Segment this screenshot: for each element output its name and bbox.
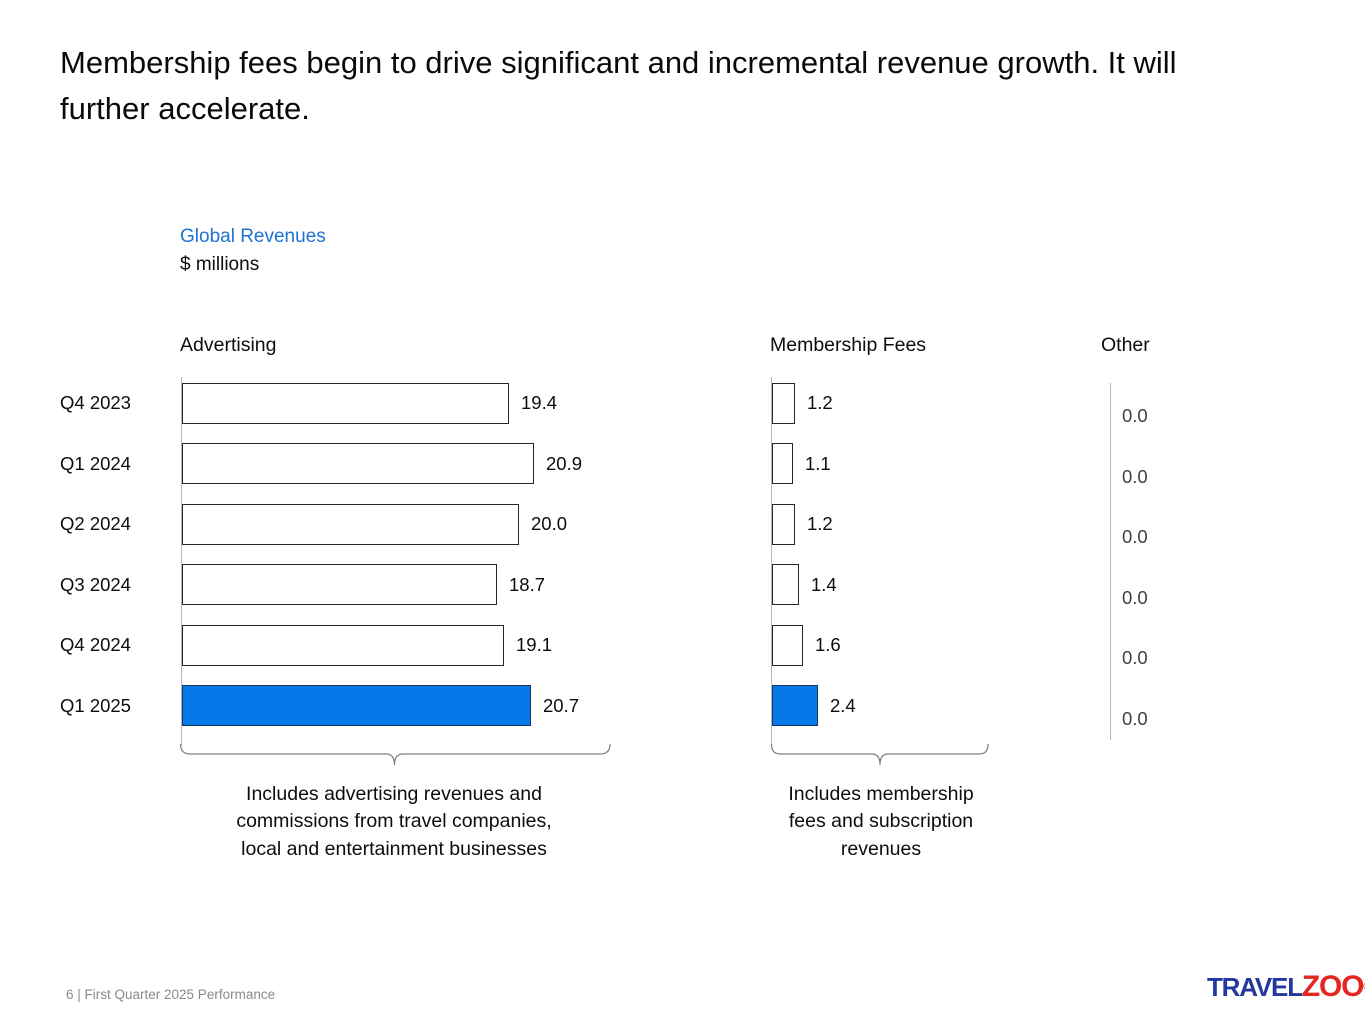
category-label: Q3 2024 — [60, 555, 180, 616]
advertising-bar — [182, 624, 504, 666]
slide-title: Membership fees begin to drive significa… — [60, 45, 1177, 126]
advertising-bar-row: 20.9 — [182, 434, 582, 495]
chart-unit-label: $ millions — [180, 254, 260, 275]
category-label-text: Q3 2024 — [60, 573, 131, 595]
membership-bar-row: 1.6 — [772, 615, 856, 676]
advertising-value-label: 19.1 — [516, 634, 553, 656]
other-value-label: 0.0 — [1122, 526, 1148, 548]
membership-bar-row: 2.4 — [772, 676, 856, 737]
membership-axis-line — [771, 377, 772, 746]
membership-bar — [772, 564, 799, 606]
other-value-row: 0.0 — [1122, 555, 1148, 616]
other-value-row: 0.0 — [1122, 615, 1148, 676]
membership-bar — [772, 503, 795, 545]
series-header-advertising: Advertising — [180, 334, 277, 356]
category-label: Q4 2023 — [60, 373, 180, 434]
advertising-value-label: 20.0 — [531, 513, 568, 535]
category-label: Q1 2025 — [60, 676, 180, 737]
other-value-row: 0.0 — [1122, 373, 1148, 434]
other-value-row: 0.0 — [1122, 434, 1148, 495]
advertising-bar — [182, 382, 509, 424]
logo-travel-text: TRAVEL — [1207, 972, 1303, 1002]
membership-bracket — [771, 744, 989, 770]
other-value-row: 0.0 — [1122, 494, 1148, 555]
slide-footer-page-label: 6 | First Quarter 2025 Performance — [66, 987, 276, 1002]
category-label-text: Q1 2025 — [60, 694, 131, 716]
logo-zoo-text: ZOO — [1301, 970, 1365, 1003]
membership-bar-row: 1.2 — [772, 494, 856, 555]
advertising-bracket — [180, 744, 611, 770]
membership-bar-row: 1.2 — [772, 373, 856, 434]
membership-value-label: 1.6 — [815, 634, 841, 656]
advertising-bar — [182, 564, 497, 606]
membership-value-label: 2.4 — [830, 694, 856, 716]
membership-bar-row: 1.4 — [772, 555, 856, 616]
membership-annotation: Includes membership fees and subscriptio… — [788, 783, 974, 860]
other-value-label: 0.0 — [1122, 465, 1148, 487]
advertising-annotation: Includes advertising revenues and commis… — [236, 783, 552, 860]
category-label: Q1 2024 — [60, 434, 180, 495]
advertising-axis-line — [181, 377, 182, 746]
other-values: 0.0 0.0 0.0 0.0 0.0 0.0 — [1122, 373, 1148, 736]
category-labels: Q4 2023 Q1 2024 Q2 2024 Q3 2024 Q4 2024 Q1 20… — [60, 373, 180, 736]
other-value-label: 0.0 — [1122, 586, 1148, 608]
advertising-bar — [182, 443, 534, 485]
membership-bars: 1.2 1.1 1.2 1.4 1.6 2.4 — [772, 373, 856, 736]
other-value-label: 0.0 — [1122, 707, 1148, 729]
category-label-text: Q4 2024 — [60, 634, 131, 656]
advertising-bar-row: 20.0 — [182, 494, 582, 555]
other-axis-line — [1110, 383, 1111, 740]
advertising-bar-row: 19.1 — [182, 615, 582, 676]
advertising-bar — [182, 685, 531, 727]
category-label: Q4 2024 — [60, 615, 180, 676]
advertising-bar-row: 19.4 — [182, 373, 582, 434]
category-label: Q2 2024 — [60, 494, 180, 555]
advertising-value-label: 18.7 — [509, 573, 546, 595]
membership-bar-row: 1.1 — [772, 434, 856, 495]
category-label-text: Q2 2024 — [60, 513, 131, 535]
advertising-value-label: 20.7 — [543, 694, 580, 716]
membership-value-label: 1.2 — [807, 392, 833, 414]
membership-value-label: 1.2 — [807, 513, 833, 535]
category-label-text: Q1 2024 — [60, 452, 131, 474]
membership-bar — [772, 443, 793, 485]
category-label-text: Q4 2023 — [60, 392, 131, 414]
membership-value-label: 1.4 — [811, 573, 837, 595]
advertising-bar — [182, 503, 519, 545]
advertising-value-label: 20.9 — [546, 452, 583, 474]
advertising-bars: 19.4 20.9 20.0 18.7 19.1 20.7 — [182, 373, 582, 736]
registered-trademark-icon: ® — [1363, 982, 1365, 993]
membership-bar — [772, 685, 818, 727]
membership-bar — [772, 382, 795, 424]
membership-bar — [772, 624, 803, 666]
other-value-row: 0.0 — [1122, 676, 1148, 737]
advertising-bar-row: 20.7 — [182, 676, 582, 737]
series-header-membership-fees: Membership Fees — [770, 334, 927, 356]
advertising-value-label: 19.4 — [521, 392, 558, 414]
chart-title: Global Revenues — [180, 226, 326, 247]
membership-value-label: 1.1 — [805, 452, 831, 474]
other-value-label: 0.0 — [1122, 405, 1148, 427]
other-value-label: 0.0 — [1122, 647, 1148, 669]
advertising-bar-row: 18.7 — [182, 555, 582, 616]
travelzoo-logo: TRAVELZOO® — [1207, 972, 1365, 1002]
series-header-other: Other — [1101, 334, 1150, 356]
